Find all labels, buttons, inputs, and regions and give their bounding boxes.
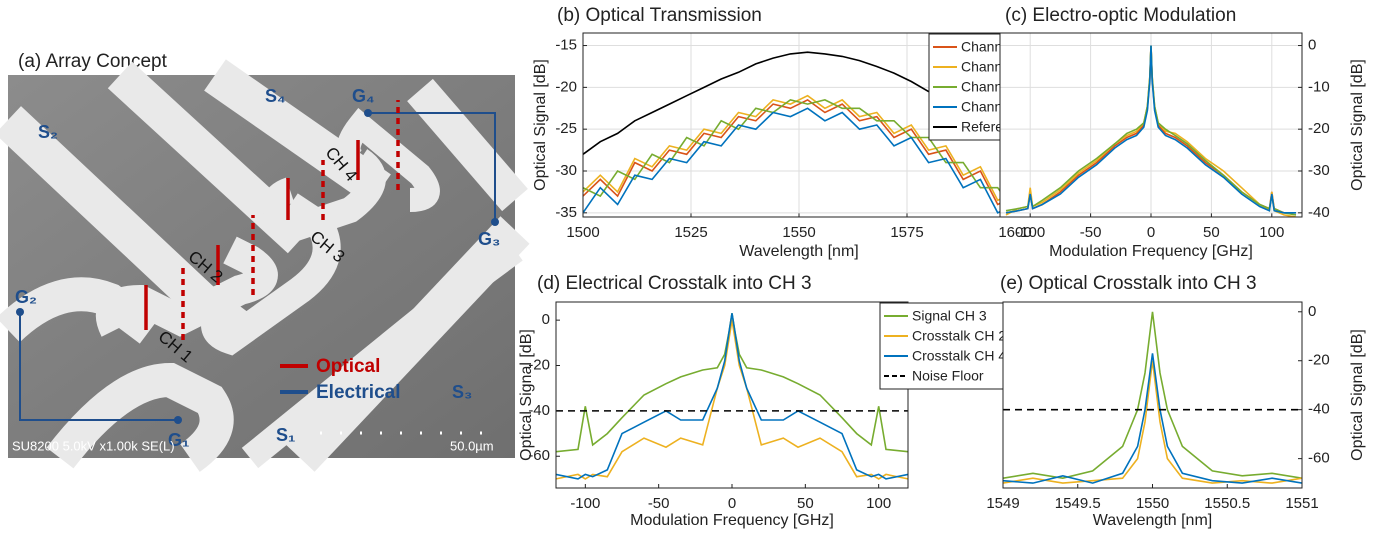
y-axis-label: Optical Signal [dB] xyxy=(532,59,549,191)
electrode-label: G₃ xyxy=(478,229,500,249)
chart-title: (d) Electrical Crosstalk into CH 3 xyxy=(537,273,812,294)
legend: Signal CH 3 Crosstalk CH 2 Crosstalk CH 4 N… xyxy=(880,303,1007,389)
legend-label: Electrical xyxy=(316,382,401,403)
electrode-label: S₂ xyxy=(38,122,58,142)
y-axis-label: Optical Signal [dB] xyxy=(518,329,535,461)
sem-caption: SU8200 5.0kV x1.00k SE(L) xyxy=(12,438,175,453)
chart-title: (e) Optical Crosstalk into CH 3 xyxy=(1000,273,1257,294)
electrode-label: G₄ xyxy=(352,86,375,106)
x-axis-label: Wavelength [nm] xyxy=(1093,512,1212,529)
x-tick-label: 1549.5 xyxy=(1055,495,1101,512)
panel-title: (a) Array Concept xyxy=(18,51,168,72)
y-tick-label: -35 xyxy=(555,204,577,221)
x-tick-label: 1575 xyxy=(890,224,923,241)
chart-panel: 1549 1549.5 1550 1550.5 1551 -60 -40 -20 0 (e) Op… xyxy=(986,273,1366,529)
legend-label: Signal CH 3 xyxy=(912,308,987,324)
legend-label: Noise Floor xyxy=(912,368,984,384)
chart-title: (b) Optical Transmission xyxy=(557,5,762,26)
legend-label: Crosstalk CH 2 xyxy=(912,328,1006,344)
electrode-label: G₂ xyxy=(15,287,37,307)
y-tick-label: 0 xyxy=(1308,303,1316,320)
x-tick-label: -100 xyxy=(570,495,600,512)
x-tick-label: 1550.5 xyxy=(1204,495,1250,512)
plot-area xyxy=(556,302,908,488)
x-tick-label: 50 xyxy=(1203,224,1220,241)
figure: (a) Array Concept S₂ xyxy=(0,0,1385,536)
chart-title: (c) Electro-optic Modulation xyxy=(1005,5,1236,26)
y-tick-label: -25 xyxy=(555,120,577,137)
x-tick-label: 1551 xyxy=(1285,495,1318,512)
y-tick-label: 0 xyxy=(542,311,550,328)
scale-bar-label: 50.0µm xyxy=(450,438,494,453)
y-tick-label: -15 xyxy=(555,37,577,54)
x-tick-label: 50 xyxy=(797,495,814,512)
plot-area xyxy=(1003,302,1302,488)
electrode-label: S₄ xyxy=(265,86,286,106)
electrode-label: S₁ xyxy=(276,425,295,445)
y-axis-label: Optical Signal [dB] xyxy=(1349,329,1366,461)
x-tick-label: 1550 xyxy=(1136,495,1169,512)
x-tick-label: 1549 xyxy=(986,495,1019,512)
y-tick-label: -30 xyxy=(555,162,577,179)
sem-panel: (a) Array Concept S₂ xyxy=(8,51,515,458)
x-axis-label: Modulation Frequency [GHz] xyxy=(1049,243,1253,260)
y-tick-label: -20 xyxy=(1308,352,1330,369)
x-axis-label: Modulation Frequency [GHz] xyxy=(630,512,834,529)
legend-label: Optical xyxy=(316,356,380,377)
x-tick-label: 1525 xyxy=(674,224,707,241)
x-tick-label: -100 xyxy=(1015,224,1045,241)
x-axis-label: Wavelength [nm] xyxy=(739,243,858,260)
y-tick-label: -30 xyxy=(1308,162,1330,179)
y-tick-label: 0 xyxy=(1308,37,1316,54)
x-tick-label: 1550 xyxy=(782,224,815,241)
y-tick-label: -20 xyxy=(555,78,577,95)
y-tick-label: -40 xyxy=(1308,401,1330,418)
y-tick-label: -10 xyxy=(1308,78,1330,95)
y-tick-label: -40 xyxy=(1308,204,1330,221)
x-tick-label: 1500 xyxy=(566,224,599,241)
x-tick-label: 0 xyxy=(1147,224,1155,241)
x-tick-label: -50 xyxy=(648,495,670,512)
legend-label: Crosstalk CH 4 xyxy=(912,348,1006,364)
x-tick-label: -50 xyxy=(1080,224,1102,241)
y-axis-label: Optical Signal [dB] xyxy=(1349,59,1366,191)
x-tick-label: 100 xyxy=(866,495,891,512)
y-tick-label: -20 xyxy=(1308,120,1330,137)
x-tick-label: 0 xyxy=(728,495,736,512)
y-tick-label: -60 xyxy=(1308,450,1330,467)
electrode-label: S₃ xyxy=(452,382,472,402)
x-tick-label: 100 xyxy=(1259,224,1284,241)
